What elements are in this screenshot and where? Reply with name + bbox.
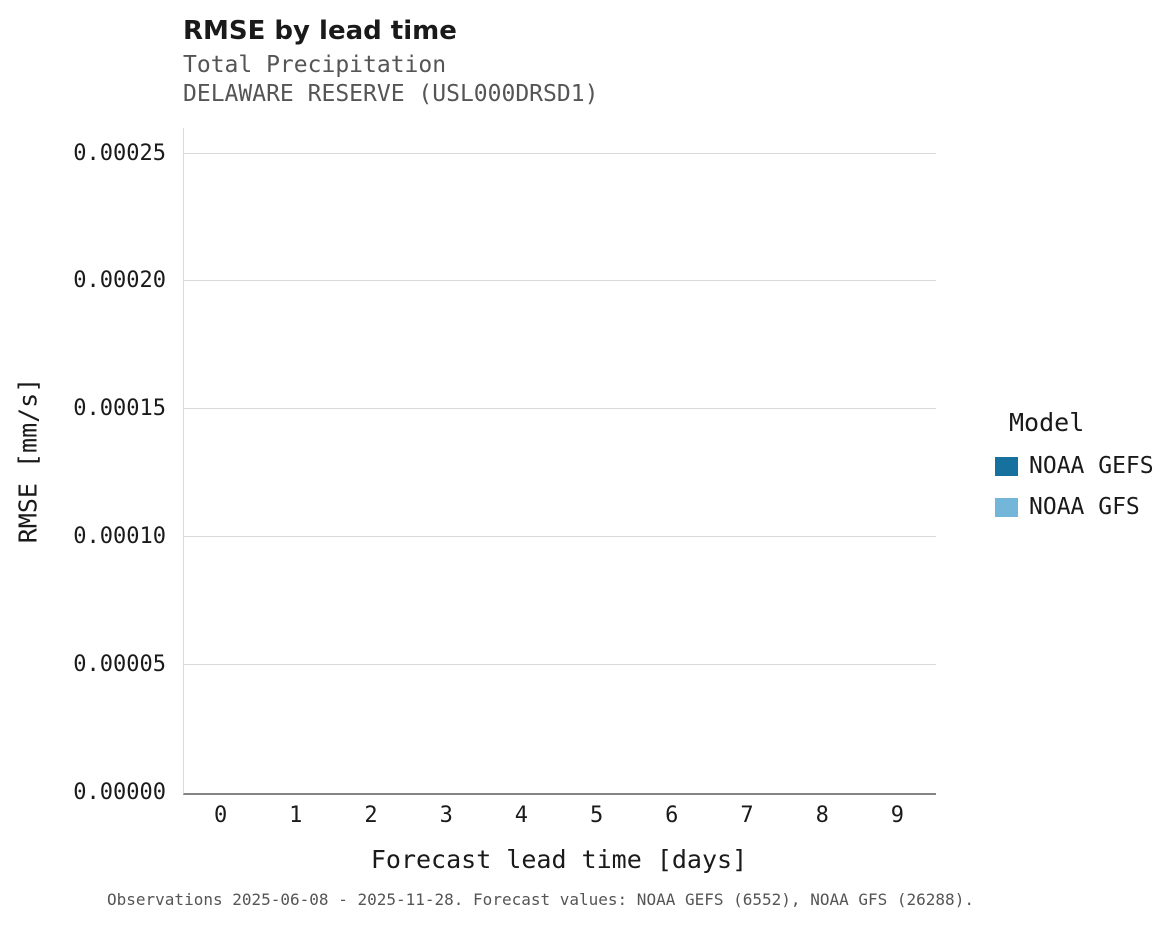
legend-label: NOAA GEFS — [1029, 453, 1154, 479]
legend-swatch — [995, 456, 1018, 476]
x-tick-label: 4 — [514, 803, 529, 828]
x-tick-label: 8 — [815, 803, 829, 828]
y-tick-label: 0.00000 — [73, 780, 166, 805]
x-axis-label: Forecast lead time [days] — [370, 845, 748, 874]
gridline — [184, 280, 936, 282]
gridline — [184, 408, 936, 410]
legend: Model NOAA GEFS NOAA GFS — [995, 408, 1154, 535]
legend-label: NOAA GFS — [1029, 494, 1140, 520]
x-tick-label: 3 — [439, 803, 453, 828]
x-axis: 0 1 2 3 4 5 6 7 8 9 — [183, 805, 935, 835]
chart-subtitle-station: DELAWARE RESERVE (USL000DRSD1) — [183, 81, 599, 107]
x-tick-label: 6 — [665, 803, 679, 828]
chart-caption: Observations 2025-06-08 - 2025-11-28. Fo… — [107, 890, 974, 909]
legend-swatch — [995, 497, 1018, 517]
legend-title: Model — [1009, 408, 1085, 437]
gridline — [184, 152, 936, 154]
y-tick-label: 0.00020 — [73, 268, 166, 294]
chart-subtitle-variable: Total Precipitation — [183, 52, 447, 78]
y-tick-label: 0.00010 — [73, 524, 166, 550]
y-axis: 0.00000 0.00005 0.00010 0.00015 0.00020 0.000… — [0, 128, 174, 803]
y-tick-label: 0.00015 — [73, 396, 166, 422]
legend-item: NOAA GEFS — [995, 453, 1154, 479]
x-tick-label: 5 — [589, 803, 604, 828]
plot-area — [183, 128, 936, 795]
gridline — [184, 664, 936, 666]
gridline — [184, 536, 936, 538]
y-tick-label: 0.00005 — [73, 652, 166, 678]
chart-title: RMSE by lead time — [183, 16, 457, 46]
x-tick-label: 9 — [890, 803, 905, 828]
legend-item: NOAA GFS — [995, 494, 1154, 520]
x-tick-label: 0 — [213, 803, 228, 828]
y-tick-label: 0.00025 — [73, 140, 166, 166]
legend-items: NOAA GEFS NOAA GFS — [995, 453, 1154, 520]
x-tick-label: 1 — [289, 803, 303, 828]
x-tick-label: 2 — [364, 803, 378, 828]
x-tick-label: 7 — [740, 803, 754, 828]
